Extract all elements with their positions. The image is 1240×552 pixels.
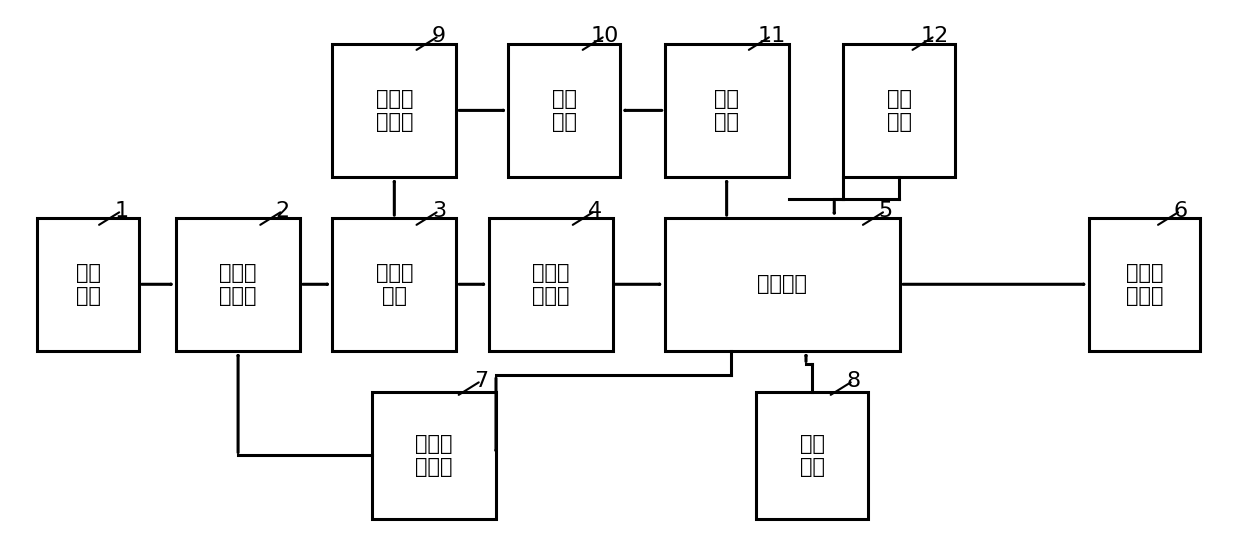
Text: 1: 1 bbox=[114, 201, 129, 221]
Bar bbox=[489, 218, 613, 351]
Text: 7: 7 bbox=[474, 371, 489, 391]
Text: 图像采
集单元: 图像采 集单元 bbox=[219, 263, 257, 306]
Text: 12: 12 bbox=[921, 26, 949, 46]
Text: 移动
终端: 移动 终端 bbox=[552, 89, 577, 132]
Bar bbox=[372, 392, 496, 519]
Bar bbox=[665, 218, 900, 351]
Bar bbox=[37, 218, 139, 351]
Text: 操作
面板: 操作 面板 bbox=[800, 434, 825, 477]
Bar bbox=[176, 218, 300, 351]
Text: 4: 4 bbox=[588, 201, 603, 221]
Text: 8: 8 bbox=[846, 371, 861, 391]
Bar bbox=[665, 44, 789, 177]
Bar bbox=[508, 44, 620, 177]
Bar bbox=[843, 44, 955, 177]
Text: 通讯
单元: 通讯 单元 bbox=[714, 89, 739, 132]
Text: 5: 5 bbox=[878, 201, 893, 221]
Text: 2: 2 bbox=[275, 201, 290, 221]
Text: 3: 3 bbox=[432, 201, 446, 221]
Text: 复位
单元: 复位 单元 bbox=[887, 89, 911, 132]
Bar bbox=[756, 392, 868, 519]
Text: 状态显
示单元: 状态显 示单元 bbox=[1126, 263, 1163, 306]
Bar bbox=[332, 218, 456, 351]
Bar bbox=[332, 44, 456, 177]
Text: 10: 10 bbox=[591, 26, 619, 46]
Text: 温度提
取单元: 温度提 取单元 bbox=[532, 263, 569, 306]
Text: 9: 9 bbox=[432, 26, 446, 46]
Text: 图像传
输单元: 图像传 输单元 bbox=[376, 89, 413, 132]
Bar bbox=[1089, 218, 1200, 351]
Text: 信号转
换单元: 信号转 换单元 bbox=[415, 434, 453, 477]
Text: 微处理器: 微处理器 bbox=[758, 274, 807, 294]
Text: 11: 11 bbox=[758, 26, 785, 46]
Text: 6: 6 bbox=[1173, 201, 1188, 221]
Text: 电气
设备: 电气 设备 bbox=[76, 263, 100, 306]
Text: 预处理
单元: 预处理 单元 bbox=[376, 263, 413, 306]
